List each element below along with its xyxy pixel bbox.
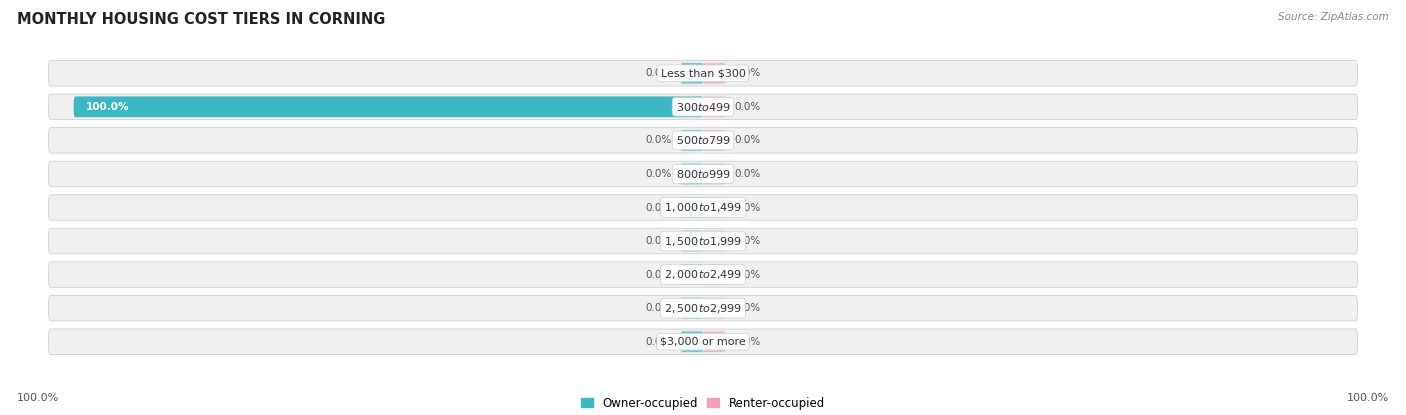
FancyBboxPatch shape: [48, 94, 1358, 120]
Text: 100.0%: 100.0%: [86, 102, 129, 112]
Text: 0.0%: 0.0%: [645, 337, 672, 347]
Text: 0.0%: 0.0%: [734, 68, 761, 78]
FancyBboxPatch shape: [48, 295, 1358, 321]
Text: 0.0%: 0.0%: [645, 236, 672, 246]
FancyBboxPatch shape: [681, 164, 703, 184]
FancyBboxPatch shape: [703, 231, 725, 251]
FancyBboxPatch shape: [703, 197, 725, 218]
FancyBboxPatch shape: [681, 231, 703, 251]
Text: 0.0%: 0.0%: [645, 270, 672, 280]
Text: 0.0%: 0.0%: [734, 236, 761, 246]
Text: 0.0%: 0.0%: [645, 68, 672, 78]
Text: $3,000 or more: $3,000 or more: [661, 337, 745, 347]
Text: 0.0%: 0.0%: [734, 169, 761, 179]
Text: $1,500 to $1,999: $1,500 to $1,999: [664, 234, 742, 248]
Text: 0.0%: 0.0%: [645, 169, 672, 179]
FancyBboxPatch shape: [703, 63, 725, 84]
Text: 0.0%: 0.0%: [645, 303, 672, 313]
FancyBboxPatch shape: [48, 262, 1358, 287]
Text: 100.0%: 100.0%: [17, 393, 59, 403]
Legend: Owner-occupied, Renter-occupied: Owner-occupied, Renter-occupied: [581, 397, 825, 410]
Text: $2,000 to $2,499: $2,000 to $2,499: [664, 268, 742, 281]
Text: $1,000 to $1,499: $1,000 to $1,499: [664, 201, 742, 214]
Text: Source: ZipAtlas.com: Source: ZipAtlas.com: [1278, 12, 1389, 22]
Text: Less than $300: Less than $300: [661, 68, 745, 78]
Text: MONTHLY HOUSING COST TIERS IN CORNING: MONTHLY HOUSING COST TIERS IN CORNING: [17, 12, 385, 27]
Text: 0.0%: 0.0%: [734, 337, 761, 347]
Text: 100.0%: 100.0%: [1347, 393, 1389, 403]
Text: 0.0%: 0.0%: [734, 135, 761, 145]
Text: 0.0%: 0.0%: [645, 135, 672, 145]
Text: $800 to $999: $800 to $999: [675, 168, 731, 180]
Text: 0.0%: 0.0%: [734, 203, 761, 212]
FancyBboxPatch shape: [681, 63, 703, 84]
Text: 0.0%: 0.0%: [734, 303, 761, 313]
FancyBboxPatch shape: [681, 264, 703, 285]
FancyBboxPatch shape: [48, 161, 1358, 187]
FancyBboxPatch shape: [48, 228, 1358, 254]
FancyBboxPatch shape: [703, 96, 725, 117]
Text: 0.0%: 0.0%: [734, 102, 761, 112]
Text: $500 to $799: $500 to $799: [675, 134, 731, 146]
FancyBboxPatch shape: [703, 264, 725, 285]
FancyBboxPatch shape: [681, 130, 703, 151]
Text: 0.0%: 0.0%: [645, 203, 672, 212]
FancyBboxPatch shape: [48, 61, 1358, 86]
FancyBboxPatch shape: [48, 195, 1358, 220]
FancyBboxPatch shape: [48, 329, 1358, 354]
FancyBboxPatch shape: [48, 128, 1358, 153]
FancyBboxPatch shape: [681, 298, 703, 319]
FancyBboxPatch shape: [681, 331, 703, 352]
FancyBboxPatch shape: [681, 197, 703, 218]
FancyBboxPatch shape: [703, 130, 725, 151]
FancyBboxPatch shape: [703, 164, 725, 184]
Text: $300 to $499: $300 to $499: [675, 101, 731, 113]
Text: $2,500 to $2,999: $2,500 to $2,999: [664, 302, 742, 315]
FancyBboxPatch shape: [73, 96, 703, 117]
Text: 0.0%: 0.0%: [734, 270, 761, 280]
FancyBboxPatch shape: [703, 331, 725, 352]
FancyBboxPatch shape: [703, 298, 725, 319]
